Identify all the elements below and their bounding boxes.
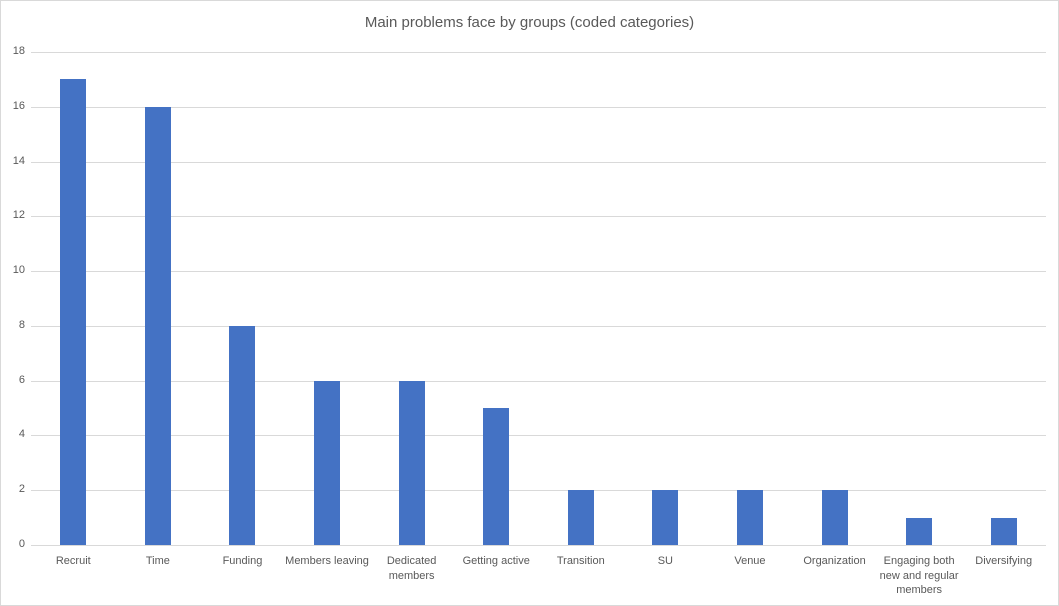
gridline: [31, 216, 1046, 218]
bar: [144, 106, 171, 545]
bar: [906, 517, 933, 545]
x-axis-label: Organization: [803, 555, 866, 567]
y-axis-tick-label: 16: [12, 99, 25, 112]
x-axis-label: Getting active: [462, 555, 530, 567]
x-axis-label: Funding: [222, 555, 263, 567]
gridline: [31, 52, 1046, 53]
x-axis-label: Members leaving: [285, 555, 369, 567]
bar: [990, 517, 1017, 545]
y-axis-tick-label: 8: [18, 318, 25, 331]
gridline: [31, 161, 1046, 163]
y-axis-tick-label: 12: [12, 209, 25, 222]
x-axis-label: Diversifying: [975, 555, 1033, 567]
gridline: [31, 106, 1046, 108]
y-axis-tick-label: 0: [18, 538, 25, 550]
y-axis-tick-label: 10: [12, 264, 25, 277]
x-axis-label: SU: [657, 555, 673, 567]
bar: [567, 490, 594, 545]
bar: [398, 380, 425, 545]
gridline: [31, 380, 1046, 382]
plot-area: Recruit Time Funding Members leaving Dedicat…: [31, 52, 1046, 596]
x-axis-label: Time: [145, 555, 170, 567]
x-axis-line: [31, 545, 1046, 546]
gridline: [31, 325, 1046, 327]
bar: [821, 490, 848, 545]
y-axis-tick-label: 14: [12, 154, 25, 167]
x-axis-label: Transition: [556, 555, 605, 567]
y-axis-tick-label: 4: [18, 428, 25, 441]
chart-title: Main problems face by groups (coded cate…: [364, 14, 695, 31]
x-axis-label: Engaging both new and regular members: [879, 555, 959, 597]
y-axis: 0 2 4 6 8 10 12 14 16 18: [1, 45, 25, 550]
y-axis-tick-label: 6: [18, 373, 25, 386]
gridline: [31, 435, 1046, 437]
x-axis-label: Dedicated members: [386, 555, 437, 582]
bar: [314, 380, 341, 545]
bar: [60, 79, 87, 545]
bar: [736, 490, 763, 545]
bar: [483, 408, 510, 545]
bar: [229, 325, 256, 545]
gridline: [31, 271, 1046, 273]
gridline: [31, 490, 1046, 492]
x-axis-label: Recruit: [55, 555, 91, 567]
y-axis-tick-label: 2: [18, 483, 25, 496]
y-axis-tick-label: 18: [12, 45, 25, 57]
bar: [652, 490, 679, 545]
x-axis-label: Venue: [734, 555, 766, 567]
